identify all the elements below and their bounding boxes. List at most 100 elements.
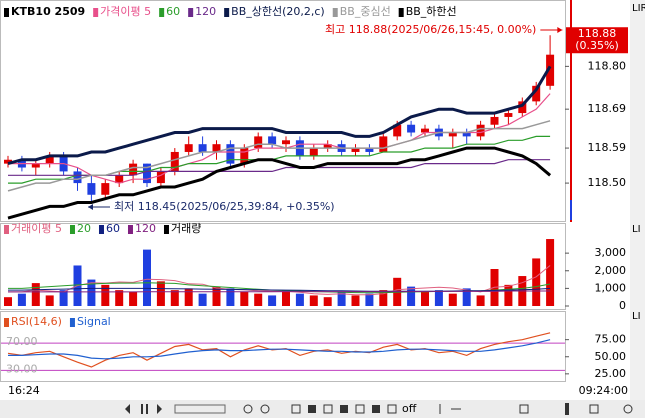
legend-label: 120: [135, 222, 156, 235]
candle-body: [87, 183, 96, 195]
legend-swatch: [224, 8, 230, 17]
line-series: [7, 65, 552, 166]
legend-swatch: [69, 318, 75, 327]
legend-swatch: [188, 8, 194, 17]
legend-label: 가격이평 5: [100, 5, 151, 18]
volume-bar: [546, 239, 555, 306]
candle-body: [115, 175, 124, 184]
tool-button[interactable]: [291, 404, 301, 414]
legend-swatch: [127, 225, 133, 234]
volume-bar: [143, 249, 151, 306]
current-price-box: [566, 27, 628, 54]
zoom-button[interactable]: [260, 404, 270, 414]
y-tick-label: 0: [619, 299, 626, 312]
candle-body: [379, 136, 388, 152]
volume-bar: [421, 291, 429, 306]
tool-button[interactable]: [387, 404, 397, 414]
low-annotation: 최저 118.45(2025/06/25,39:84, +0.35%): [114, 200, 335, 213]
volume-bar: [309, 295, 318, 306]
candle-body: [351, 148, 360, 152]
tool-button[interactable]: [565, 403, 569, 415]
volume-bar: [434, 290, 443, 306]
tool-button[interactable]: [355, 404, 365, 414]
candle-body: [476, 124, 485, 137]
tool-button[interactable]: [519, 404, 529, 414]
legend-swatch: [93, 8, 99, 17]
prev-button[interactable]: [125, 404, 130, 414]
candle-body: [170, 151, 179, 172]
tool-button[interactable]: [340, 405, 348, 413]
volume-bar: [17, 293, 26, 306]
candle-body: [393, 124, 402, 137]
panel-tag[interactable]: LIRG: [632, 3, 645, 14]
legend-label: 거래량: [171, 222, 201, 235]
annotation-arrowhead: [557, 27, 563, 33]
tool-button[interactable]: [323, 404, 333, 414]
candle-body: [407, 124, 416, 133]
candle-body: [448, 132, 457, 137]
legend-swatch: [4, 8, 9, 17]
candle-body: [73, 171, 82, 184]
legend-label: Signal: [77, 315, 111, 328]
tool-button[interactable]: [308, 405, 316, 413]
zoom-slider[interactable]: [174, 404, 226, 414]
candle-body: [504, 113, 513, 117]
volume-bar: [448, 293, 457, 306]
legend-swatch: [4, 318, 9, 327]
candle-body: [421, 128, 429, 133]
volume-bar: [129, 291, 138, 306]
candle-body: [31, 163, 40, 168]
line-series: [8, 290, 551, 293]
panel-tag[interactable]: LI: [632, 311, 641, 322]
legend-label: RSI(14,6): [11, 315, 62, 328]
tool-button[interactable]: [623, 404, 633, 414]
volume-bar: [295, 293, 304, 306]
level-label: 70.00: [6, 335, 38, 348]
toolbar-off[interactable]: off: [402, 402, 417, 415]
line-series: [7, 146, 552, 220]
panel-tag[interactable]: LI: [632, 224, 641, 235]
volume-bar: [337, 291, 346, 306]
zoom-button[interactable]: [243, 404, 253, 414]
legend-swatch: [332, 8, 338, 17]
volume-bar: [504, 284, 513, 306]
y-tick-label: 50.00: [595, 350, 627, 363]
y-tick-label: 118.59: [588, 141, 627, 154]
candle-body: [143, 163, 151, 184]
toolbar-icons: [125, 403, 633, 415]
next-button[interactable]: [157, 404, 162, 414]
pause-button[interactable]: [141, 404, 143, 414]
volume-bar: [101, 284, 110, 306]
tool-button[interactable]: [372, 405, 380, 413]
pause-button[interactable]: [146, 404, 148, 414]
legend-label: 60: [106, 222, 120, 235]
line-series: [7, 120, 551, 192]
candle-body: [212, 144, 221, 152]
volume-bar: [532, 258, 541, 306]
candle-body: [365, 148, 374, 152]
y-tick-label: 1,000: [595, 281, 627, 294]
volume-bar: [282, 290, 290, 306]
volume-bar: [184, 288, 193, 306]
candle-body: [226, 144, 235, 164]
rsi-panel: [0, 311, 566, 382]
candle-body: [45, 155, 54, 164]
volume-bar: [462, 288, 471, 306]
candle-body: [156, 171, 165, 184]
volume-bar: [59, 290, 68, 306]
legend-swatch: [69, 225, 75, 234]
candle-body: [254, 136, 263, 149]
legend-label: BB_상한선(20,2,c): [231, 5, 325, 18]
legend-label: BB_중심선: [340, 5, 391, 18]
tool-button[interactable]: [589, 404, 599, 414]
volume-bar: [156, 281, 165, 306]
y-tick-label: 118.80: [588, 59, 627, 72]
volume-bar: [212, 286, 221, 306]
candle-body: [4, 159, 12, 164]
price-panel: [0, 0, 566, 222]
candle-body: [129, 163, 138, 176]
volume-bar: [407, 286, 416, 306]
y-tick-label: 2,000: [595, 264, 627, 277]
volume-bar: [87, 279, 96, 306]
